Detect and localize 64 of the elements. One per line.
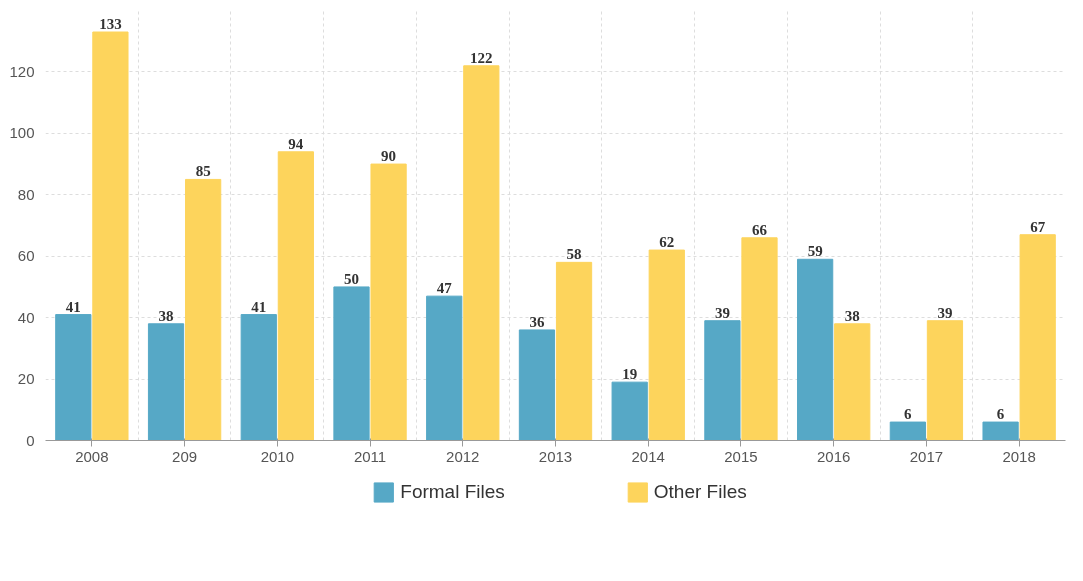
y-tick-label: 80 — [17, 185, 35, 203]
bar — [333, 286, 370, 441]
y-tick-label: 120 — [9, 62, 35, 80]
data-label: 38 — [844, 307, 860, 324]
bar — [926, 320, 964, 441]
x-tick-label: 2012 — [446, 447, 480, 465]
x-tick-label: 2017 — [909, 447, 944, 465]
bar — [426, 295, 463, 441]
bar — [611, 381, 648, 441]
data-label: 41 — [65, 298, 81, 315]
bar — [834, 323, 871, 441]
bar — [55, 314, 92, 441]
bar — [185, 178, 222, 441]
data-label: 41 — [251, 298, 267, 315]
x-tick-label: 209 — [172, 447, 198, 465]
x-tick-label: 2010 — [260, 447, 295, 465]
y-tick-label: 20 — [17, 370, 35, 388]
data-label: 58 — [566, 246, 582, 263]
bar — [147, 323, 185, 441]
x-tick-label: 2013 — [538, 447, 573, 465]
data-label: 19 — [622, 366, 638, 383]
x-tick-label: 2014 — [631, 447, 665, 465]
x-tick-label: 2011 — [353, 447, 387, 465]
legend-label: Formal Files — [400, 480, 505, 503]
data-label: 66 — [752, 221, 768, 238]
data-label: 36 — [529, 313, 545, 330]
bar — [889, 421, 926, 441]
data-label: 133 — [99, 16, 122, 32]
data-label: 94 — [288, 135, 304, 152]
bar — [648, 249, 685, 441]
x-tick-label: 2018 — [1002, 447, 1036, 465]
data-label: 62 — [659, 234, 675, 251]
bar — [277, 151, 314, 441]
data-label: 85 — [195, 163, 211, 180]
x-tick-label: 2016 — [817, 447, 851, 465]
bar — [797, 258, 834, 441]
data-label: 59 — [807, 243, 823, 260]
data-label: 67 — [1030, 218, 1046, 235]
legend-label: Other Files — [653, 480, 747, 503]
bar — [982, 421, 1019, 441]
data-label: 39 — [714, 304, 730, 321]
bar — [1019, 234, 1056, 441]
data-label: 6 — [996, 406, 1005, 423]
bar — [463, 65, 500, 441]
x-tick-label: 2015 — [724, 447, 758, 465]
bar — [741, 237, 778, 441]
data-label: 39 — [937, 304, 953, 321]
y-tick-label: 0 — [26, 431, 35, 449]
y-tick-label: 60 — [17, 247, 35, 265]
data-label: 47 — [436, 280, 453, 297]
data-label: 122 — [470, 49, 493, 66]
bar — [92, 31, 129, 441]
data-label: 90 — [381, 148, 397, 165]
bar — [518, 329, 556, 441]
y-tick-label: 100 — [9, 124, 35, 142]
x-tick-label: 2008 — [75, 447, 109, 465]
bar — [370, 163, 407, 441]
y-tick-label: 40 — [17, 308, 35, 326]
data-label: 38 — [158, 307, 174, 324]
bar — [555, 261, 593, 441]
data-label: 50 — [344, 270, 359, 287]
bar — [240, 314, 277, 441]
data-label: 6 — [904, 406, 913, 423]
bar — [704, 320, 741, 441]
